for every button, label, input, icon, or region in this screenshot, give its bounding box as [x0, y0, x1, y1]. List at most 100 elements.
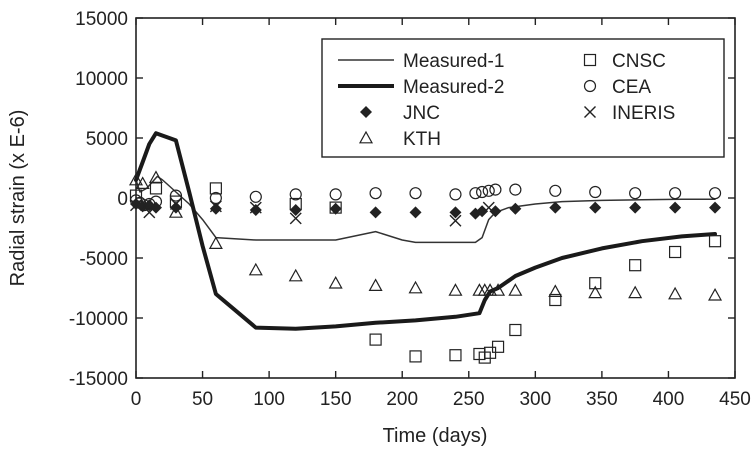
data-point-ineris [169, 198, 182, 210]
data-point-cnsc [449, 349, 462, 362]
data-point-cea [209, 191, 222, 205]
data-point-cea [509, 183, 522, 196]
data-point-cnsc [491, 340, 505, 353]
data-point-cea [143, 197, 156, 211]
x-tick-label: 100 [253, 389, 285, 410]
data-point-kth [628, 285, 643, 299]
data-point-kth [168, 205, 183, 218]
data-point-kth [248, 262, 263, 276]
cross-stroke [249, 201, 262, 214]
legend-label-ineris: INERIS [612, 103, 675, 124]
data-point-kth [368, 278, 383, 291]
legend-swatch-kth [358, 130, 374, 144]
legend-box [321, 38, 725, 158]
legend-label-measured-1: Measured-1 [403, 51, 504, 72]
x-tick-label: 300 [519, 389, 551, 410]
data-point-ineris [130, 199, 142, 212]
data-point-cnsc [708, 235, 722, 248]
data-point-cnsc [549, 293, 562, 307]
y-tick-label: 5000 [86, 129, 128, 150]
legend-swatch-jnc [360, 106, 372, 118]
data-point-ineris [209, 200, 222, 213]
data-point-kth [708, 287, 723, 301]
data-point-cnsc [209, 182, 222, 195]
cross-stroke [449, 214, 462, 227]
legend: Measured-1 Measured-2 JNC KTH CNSC CEA INERIS [321, 38, 725, 158]
legend-swatch-ineris [584, 106, 596, 118]
data-point-jnc [549, 201, 562, 214]
data-point-cea [549, 184, 562, 197]
legend-label-kth: KTH [403, 129, 441, 150]
data-point-ineris [482, 201, 495, 214]
data-point-cea [409, 187, 422, 200]
data-point-cnsc [169, 195, 183, 208]
data-point-cnsc [289, 197, 302, 211]
data-point-ineris [249, 201, 262, 214]
data-point-jnc [369, 206, 382, 219]
data-point-cea [449, 188, 462, 201]
data-point-cea [589, 185, 602, 199]
data-point-jnc [669, 201, 682, 214]
data-point-kth [668, 286, 683, 300]
y-tick-label: 15000 [75, 9, 128, 30]
cross-stroke [482, 201, 495, 214]
data-point-cea [137, 199, 151, 212]
y-tick-label: -15000 [69, 369, 128, 390]
legend-label-cnsc: CNSC [612, 51, 666, 72]
data-point-kth [508, 283, 523, 296]
data-point-jnc [449, 206, 462, 219]
data-point-cea [369, 187, 382, 200]
data-point-cea [629, 187, 642, 200]
data-point-ineris [289, 212, 302, 225]
legend-label-jnc: JNC [403, 103, 440, 124]
legend-label-cea: CEA [612, 77, 651, 98]
data-point-cea [708, 187, 722, 200]
legend-swatch-cnsc [583, 53, 597, 67]
data-point-kth [448, 283, 463, 296]
data-point-kth [483, 283, 498, 296]
plot-series [128, 131, 723, 364]
data-point-ineris [449, 214, 462, 227]
data-point-jnc [476, 205, 489, 218]
data-point-cea [289, 188, 302, 201]
data-point-cea [469, 187, 482, 200]
data-point-cea [249, 190, 262, 203]
data-point-ineris [143, 206, 156, 219]
data-point-kth [135, 176, 150, 189]
x-tick-label: 450 [719, 389, 751, 410]
data-point-jnc [629, 201, 642, 214]
x-tick-label: 250 [453, 389, 485, 410]
data-point-kth [408, 280, 423, 294]
x-tick-label: 350 [586, 389, 618, 410]
data-point-cnsc [149, 182, 163, 195]
y-axis: -15000 -10000 -5000 0 5000 10000 15000 [69, 9, 735, 390]
x-tick-label: 400 [653, 389, 685, 410]
data-point-cnsc [668, 245, 682, 259]
data-point-cnsc [589, 277, 602, 290]
cross-stroke [289, 212, 302, 225]
data-point-cea [489, 183, 502, 196]
legend-swatch-cea [583, 79, 597, 93]
x-axis: 0 50 100 150 200 250 300 350 400 450 [131, 18, 751, 410]
data-point-cea [329, 188, 342, 201]
data-point-jnc [489, 205, 502, 218]
data-point-jnc [249, 204, 262, 216]
cross-stroke [584, 106, 596, 118]
y-tick-label: -5000 [79, 249, 128, 270]
data-point-kth [548, 284, 563, 297]
series-line-measured-2 [134, 131, 717, 331]
x-tick-label: 150 [320, 389, 352, 410]
x-axis-label: Time (days) [383, 425, 488, 447]
series-line-measured-1 [135, 175, 716, 244]
data-point-cea [169, 189, 183, 202]
data-point-cnsc [409, 350, 422, 363]
data-point-jnc [209, 202, 222, 215]
y-axis-label: Radial strain (x E-6) [7, 110, 29, 287]
data-point-cnsc [629, 259, 642, 272]
data-point-jnc [409, 206, 422, 219]
data-point-kth [588, 285, 603, 299]
x-tick-label: 50 [192, 389, 213, 410]
data-point-jnc [509, 202, 522, 215]
data-point-cnsc [329, 201, 342, 214]
